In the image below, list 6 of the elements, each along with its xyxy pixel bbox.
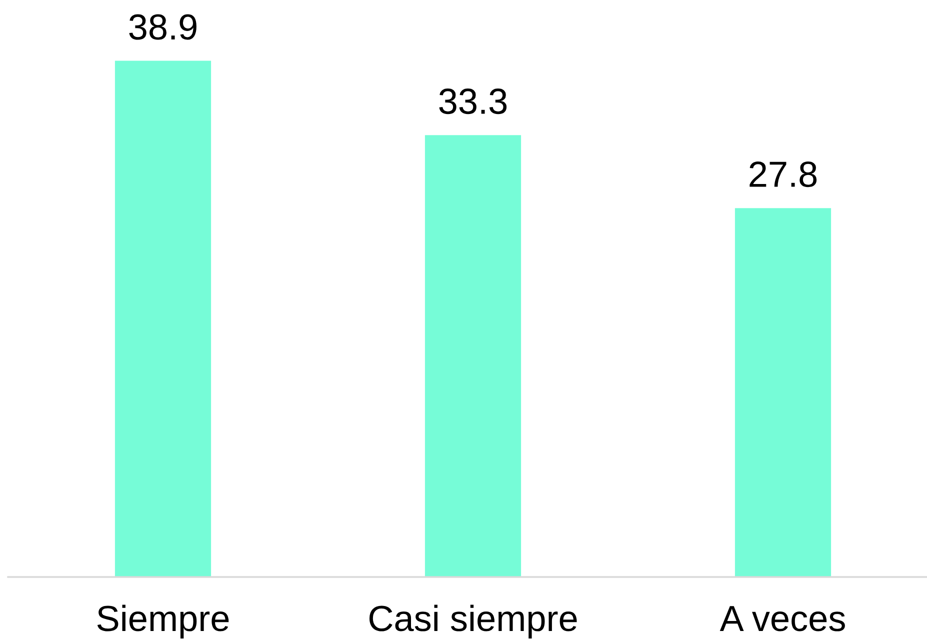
data-label: 38.9 <box>129 14 196 40</box>
x-tick-label: Casi siempre <box>369 604 577 638</box>
data-label: 33.3 <box>439 88 507 114</box>
data-label: 27.8 <box>750 162 817 188</box>
x-tick-label: Siempre <box>97 604 229 638</box>
x-tick-label: A veces <box>720 606 845 632</box>
